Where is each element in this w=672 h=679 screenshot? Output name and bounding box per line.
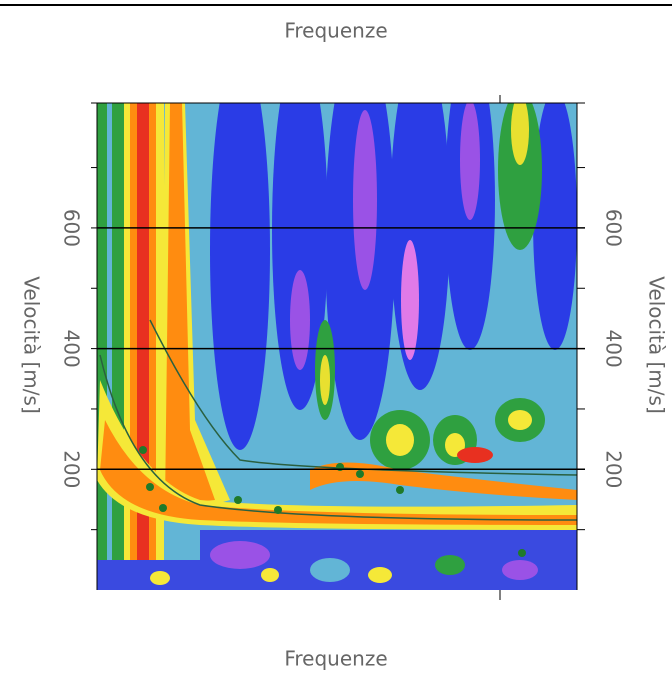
y-tick-label-right: 600	[602, 209, 626, 247]
x-axis-label: Frequenze	[284, 647, 387, 671]
y-tick-label: 600	[60, 209, 84, 247]
chart-title: Frequenze	[284, 19, 387, 43]
y-tick-label: 200	[60, 450, 84, 488]
y-tick-label-right: 200	[602, 450, 626, 488]
y-tick-label: 400	[60, 330, 84, 368]
y-tick-label-right: 400	[602, 330, 626, 368]
y-axis-label: Velocità [m/s]	[20, 276, 44, 413]
spectrum-image	[97, 103, 577, 590]
y-axis-label-right: Velocità [m/s]	[645, 276, 669, 413]
